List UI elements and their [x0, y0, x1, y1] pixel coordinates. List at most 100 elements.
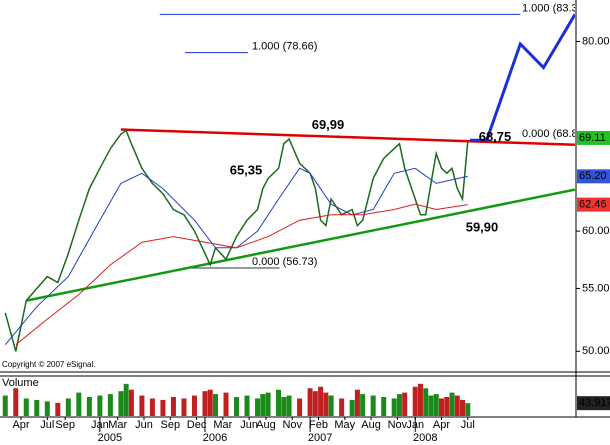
volume-bar [318, 386, 324, 416]
x-tick-label: Jun [135, 419, 153, 431]
volume-bar [339, 398, 345, 416]
volume-bar [76, 392, 82, 416]
x-tick-label: Feb [309, 419, 328, 431]
volume-bar [55, 402, 61, 416]
volume-bar [402, 392, 408, 416]
x-tick-label: Apr [433, 419, 450, 431]
volume-bar [391, 398, 397, 416]
price-tag-label: 69.11 [579, 132, 606, 144]
price-tag [577, 130, 610, 145]
y-tick-label: 80.00 [582, 35, 610, 47]
x-tick-label: Mar [213, 419, 232, 431]
volume-bar [265, 392, 271, 416]
projection-line [469, 13, 575, 142]
year-label: 2007 [308, 432, 332, 444]
volume-bar [128, 389, 134, 416]
x-tick-label: Nov [282, 419, 302, 431]
volume-bar [107, 394, 113, 416]
volume-bar [118, 391, 124, 416]
volume-bar [207, 389, 213, 416]
volume-bar [449, 392, 455, 416]
annotation: 69,99 [312, 117, 345, 132]
price-tag [577, 197, 610, 212]
volume-bar [396, 394, 402, 416]
x-tick-label: Nov [388, 419, 408, 431]
volume-bar [276, 389, 282, 416]
x-tick-label: Sep [55, 419, 75, 431]
volume-bar [160, 399, 166, 416]
volume-label: Volume [2, 377, 39, 389]
x-tick-label: Jun [240, 419, 258, 431]
fib-label: 0.000 (56.73) [252, 256, 317, 268]
x-tick-label: Jul [461, 419, 475, 431]
volume-bar [23, 398, 29, 416]
volume-bar [149, 398, 155, 416]
volume-bar [123, 383, 129, 416]
y-tick-label: 60.00 [582, 225, 610, 237]
trendline [26, 188, 575, 302]
x-tick-label: Aug [361, 419, 381, 431]
volume-bar [444, 397, 450, 416]
volume-bar [465, 403, 471, 416]
volume-bar [191, 395, 197, 416]
volume-bar [460, 399, 466, 416]
volume-bar [97, 395, 103, 416]
fib-label: 1.000 (83.36) [522, 2, 587, 14]
price-tag-label: 65.20 [579, 170, 607, 182]
volume-bar [328, 395, 334, 416]
volume-tag-label: 43.917 [579, 397, 610, 409]
volume-bar [244, 395, 250, 416]
y-tick-label: 50.00 [582, 345, 610, 357]
price-tag-label: 62.46 [579, 199, 607, 211]
volume-bar [423, 388, 429, 416]
volume-bar [354, 389, 360, 416]
volume-bar [260, 394, 266, 416]
volume-bar [286, 395, 292, 416]
y-tick-label: 55.00 [582, 282, 610, 294]
volume-bar [438, 398, 444, 416]
volume-bar [381, 397, 387, 416]
x-tick-label: Apr [12, 419, 29, 431]
price-line [4, 129, 469, 352]
price-plot: 1.000 (83.36) 1.000 (78.66) 0.000 (68.86) 0… [4, 2, 587, 352]
volume-bar [297, 398, 303, 416]
year-label: 2008 [413, 432, 437, 444]
volume-bar [202, 391, 208, 416]
volume-tag [577, 396, 610, 411]
fib-label: 1.000 (78.66) [252, 41, 317, 53]
volume-bar [170, 397, 176, 416]
year-label: 2005 [98, 432, 122, 444]
x-tick-label: Aug [256, 419, 276, 431]
annotation: 65,35 [230, 162, 263, 177]
price-tag [577, 169, 610, 184]
x-tick-label: Dec [187, 419, 207, 431]
volume-bar [360, 394, 366, 416]
x-tick-label: Sep [161, 419, 181, 431]
volume-bar [370, 395, 376, 416]
volume-bar [181, 398, 187, 416]
volume-bar [13, 388, 19, 416]
volume-bar [349, 399, 355, 416]
moving-average [15, 203, 468, 346]
volume-bar [433, 394, 439, 416]
volume-bar [86, 397, 92, 416]
volume-bar [2, 395, 8, 416]
volume-bar [44, 401, 50, 416]
volume-bar [281, 397, 287, 416]
fib-label: 0.000 (68.86) [522, 128, 587, 140]
year-label: 2006 [203, 432, 227, 444]
volume-bar [65, 398, 71, 416]
volume-bar [255, 398, 261, 416]
annotation: 59,90 [466, 220, 499, 235]
volume-bar [312, 391, 318, 416]
volume-bar [34, 399, 40, 416]
x-tick-label: May [334, 419, 355, 431]
volume-bar [323, 392, 329, 416]
volume-bar [223, 392, 229, 416]
volume-bar [428, 395, 434, 416]
copyright: Copyright © 2007 eSignal. [2, 360, 96, 369]
volume-bar [234, 397, 240, 416]
moving-average [4, 167, 468, 346]
